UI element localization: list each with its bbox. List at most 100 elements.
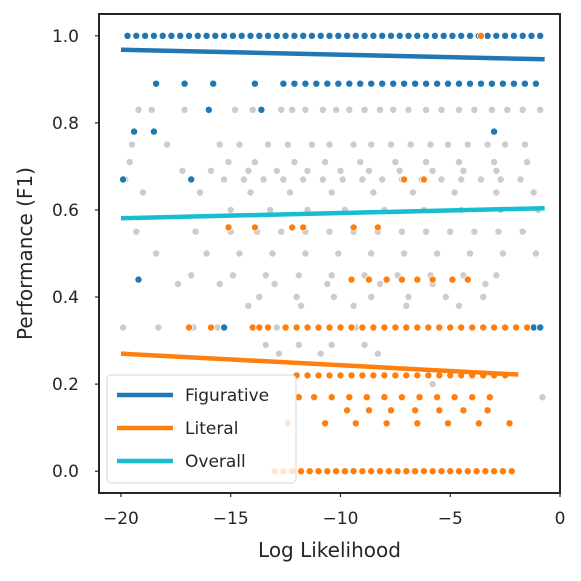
scatter-point: [498, 79, 507, 88]
scatter-point: [358, 323, 367, 332]
scatter-point: [312, 79, 321, 88]
scatter-point: [209, 79, 218, 88]
scatter-point: [303, 323, 312, 332]
scatter-point: [428, 380, 437, 389]
scatter-point: [413, 275, 422, 284]
scatter-point: [463, 467, 472, 476]
scatter-point: [481, 467, 490, 476]
scatter-point: [123, 31, 132, 40]
scatter-point: [367, 292, 376, 301]
scatter-point: [250, 79, 259, 88]
scatter-point: [235, 249, 244, 258]
scatter-point: [520, 79, 529, 88]
scatter-point: [457, 31, 466, 40]
scatter-point: [450, 188, 459, 197]
scatter-point: [193, 31, 202, 40]
scatter-point: [119, 175, 128, 184]
scatter-point: [498, 249, 507, 258]
scatter-point: [141, 31, 150, 40]
scatter-point: [274, 349, 283, 358]
scatter-point: [345, 105, 354, 114]
scatter-point: [454, 105, 463, 114]
scatter-point: [501, 140, 510, 149]
scatter-point: [422, 105, 431, 114]
scatter-point: [476, 31, 485, 40]
scatter-point: [180, 105, 189, 114]
scatter-point: [433, 249, 442, 258]
scatter-point: [125, 158, 134, 167]
scatter-point: [292, 323, 301, 332]
scatter-point: [448, 31, 457, 40]
scatter-point: [501, 31, 510, 40]
scatter-point: [301, 105, 310, 114]
scatter-point: [446, 227, 455, 236]
scatter-point: [367, 79, 376, 88]
scatter-point: [450, 393, 459, 402]
y-tick-label: 0.0: [52, 462, 79, 482]
scatter-point: [369, 323, 378, 332]
scatter-point: [250, 223, 259, 232]
scatter-point: [130, 127, 139, 136]
scatter-point: [195, 188, 204, 197]
scatter-point: [349, 140, 358, 149]
scatter-point: [433, 79, 442, 88]
scatter-point: [325, 31, 334, 40]
scatter-point: [349, 223, 358, 232]
scatter-point: [457, 323, 466, 332]
scatter-point: [531, 249, 540, 258]
scatter-point: [299, 175, 308, 184]
scatter-point: [400, 249, 409, 258]
scatter-point: [119, 323, 128, 332]
scatter-point: [316, 31, 325, 40]
scatter-point: [288, 223, 297, 232]
scatter-point: [356, 158, 365, 167]
scatter-point: [215, 140, 224, 149]
scatter-point: [369, 371, 378, 380]
scatter-point: [294, 340, 303, 349]
scatter-point: [158, 31, 167, 40]
scatter-point: [279, 79, 288, 88]
scatter-point: [369, 31, 378, 40]
scatter-point: [132, 227, 141, 236]
scatter-point: [459, 406, 468, 415]
scatter-point: [358, 175, 367, 184]
scatter-point: [422, 79, 431, 88]
scatter-point: [375, 279, 384, 288]
scatter-point: [367, 249, 376, 258]
scatter-point: [173, 279, 182, 288]
scatter-point: [318, 105, 327, 114]
scatter-point: [259, 175, 268, 184]
scatter-point: [518, 227, 527, 236]
scatter-point: [285, 188, 294, 197]
scatter-point: [503, 105, 512, 114]
plot-frame: [98, 13, 561, 494]
scatter-point: [391, 323, 400, 332]
scatter-point: [391, 158, 400, 167]
scatter-point: [413, 419, 422, 428]
scatter-point: [246, 188, 255, 197]
scatter-point: [516, 175, 525, 184]
trend-line-overall: [120, 205, 545, 221]
scatter-point: [206, 166, 215, 175]
scatter-point: [476, 79, 485, 88]
scatter-point: [422, 31, 431, 40]
scatter-point: [443, 140, 452, 149]
scatter-point: [237, 31, 246, 40]
scatter-point: [378, 79, 387, 88]
scatter-point: [244, 166, 253, 175]
scatter-point: [154, 323, 163, 332]
scatter-point: [296, 301, 305, 310]
scatter-point: [255, 292, 264, 301]
scatter-point: [149, 127, 158, 136]
scatter-point: [261, 271, 270, 280]
scatter-point: [492, 271, 501, 280]
scatter-point: [505, 419, 514, 428]
scatter-point: [202, 249, 211, 258]
x-axis-ticks: −20 −15 −10 −5 0: [103, 493, 565, 529]
scatter-point: [224, 223, 233, 232]
scatter-points: [119, 31, 547, 476]
scatter-point: [490, 467, 499, 476]
scatter-point: [272, 166, 281, 175]
scatter-point: [380, 393, 389, 402]
scatter-point: [481, 279, 490, 288]
